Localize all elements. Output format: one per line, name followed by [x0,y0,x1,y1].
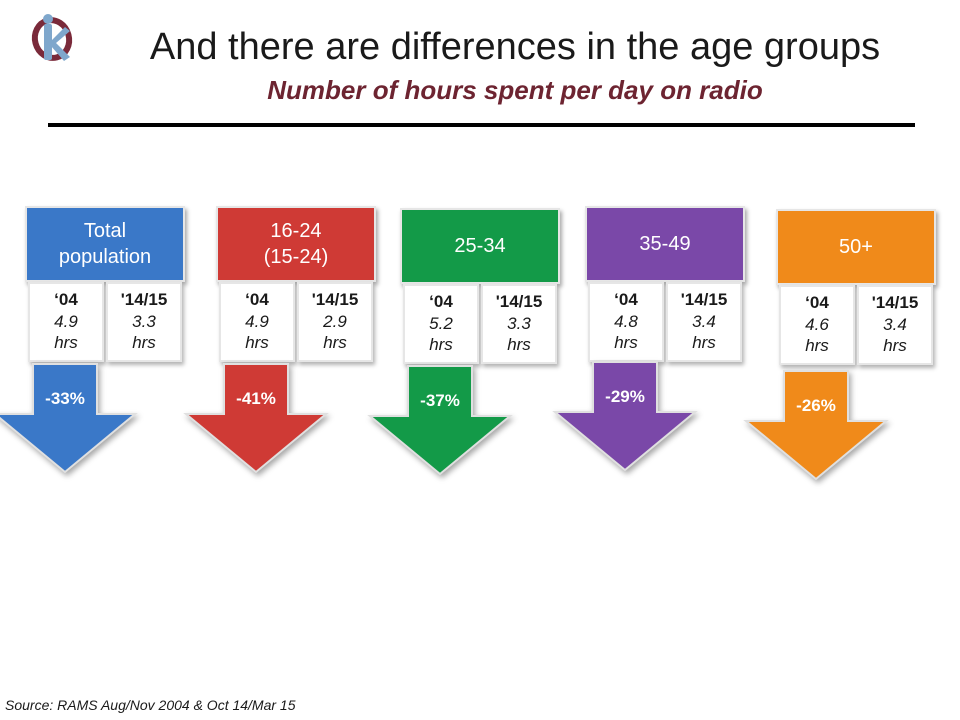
hours-unit: hrs [323,333,347,353]
group-header: 50+ [776,209,936,285]
arrow-shape [0,363,138,474]
hours-value: 3.4 [692,311,716,331]
change-percent: -29% [605,387,645,406]
down-arrow-icon: -29% [552,361,698,472]
page-subtitle: Number of hours spent per day on radio [267,75,763,105]
value-cell-2014-15: '14/15 3.3 hrs [106,282,182,362]
year-label: ‘04 [429,292,453,311]
down-arrow-icon: -33% [0,363,138,474]
change-percent: -37% [420,391,460,410]
group-header: 25-34 [400,208,560,284]
value-cell-2004: ‘04 4.8 hrs [588,282,664,362]
change-percent: -33% [45,389,85,408]
hours-value: 3.3 [507,313,531,333]
group-35-49: 35-49 ‘04 4.8 hrs '14/15 3.4 hrs -29% [552,206,745,476]
source-note: Source: RAMS Aug/Nov 2004 & Oct 14/Mar 1… [5,697,296,713]
change-percent: -26% [796,396,836,415]
year-label: ‘04 [614,290,638,309]
page-title: And there are differences in the age gro… [149,26,881,68]
year-label: ‘04 [245,290,269,309]
arrow-shape [183,363,329,474]
down-arrow-icon: -41% [183,363,329,474]
group-16-24: 16-24 (15-24) ‘04 4.9 hrs '14/15 2.9 hrs… [183,206,376,476]
year-label: ‘04 [805,293,829,312]
hours-unit: hrs [507,335,531,355]
hours-unit: hrs [54,333,78,353]
year-label: '14/15 [495,292,543,311]
group-header: 35-49 [585,206,745,282]
hours-value: 3.3 [132,311,156,331]
hours-value: 4.6 [805,314,829,334]
year-label: '14/15 [311,290,359,309]
down-arrow-icon: -37% [367,365,513,476]
logo-icon [31,14,73,61]
arrow-shape [743,370,889,481]
hours-unit: hrs [245,333,269,353]
value-cell-2014-15: '14/15 2.9 hrs [297,282,373,362]
hours-unit: hrs [883,336,907,356]
hours-value: 2.9 [323,311,347,331]
value-cell-2014-15: '14/15 3.4 hrs [666,282,742,362]
group-total-population: Total population ‘04 4.9 hrs '14/15 3.3 … [0,206,185,476]
year-label: ‘04 [54,290,78,309]
hours-value: 4.9 [245,311,269,331]
group-label: 25-34 [454,235,506,257]
group-label: 35-49 [639,233,691,255]
arrow-shape [552,361,698,472]
down-arrow-icon: -26% [743,370,889,481]
title-divider [48,123,915,127]
value-cell-2004: ‘04 5.2 hrs [403,284,479,364]
hours-unit: hrs [805,336,829,356]
group-50-plus: 50+ ‘04 4.6 hrs '14/15 3.4 hrs -26% [743,209,936,481]
value-cell-2014-15: '14/15 3.4 hrs [857,285,933,365]
hours-unit: hrs [614,333,638,353]
hours-value: 3.4 [883,314,907,334]
group-label: Total population [58,220,152,268]
value-cell-2004: ‘04 4.9 hrs [28,282,104,362]
arrow-shape [367,365,513,476]
group-label: 16-24 (15-24) [263,220,329,268]
hours-value: 4.8 [614,311,638,331]
group-header: 16-24 (15-24) [216,206,376,282]
group-25-34: 25-34 ‘04 5.2 hrs '14/15 3.3 hrs -37% [367,208,560,478]
year-label: '14/15 [871,293,919,312]
value-cell-2004: ‘04 4.6 hrs [779,285,855,365]
group-header: Total population [25,206,185,282]
value-cell-2014-15: '14/15 3.3 hrs [481,284,557,364]
change-percent: -41% [236,389,276,408]
hours-unit: hrs [429,335,453,355]
group-label: 50+ [839,236,873,258]
hours-value: 5.2 [429,313,453,333]
hours-unit: hrs [132,333,156,353]
year-label: '14/15 [680,290,728,309]
year-label: '14/15 [120,290,168,309]
hours-unit: hrs [692,333,716,353]
value-cell-2004: ‘04 4.9 hrs [219,282,295,362]
hours-value: 4.9 [54,311,78,331]
